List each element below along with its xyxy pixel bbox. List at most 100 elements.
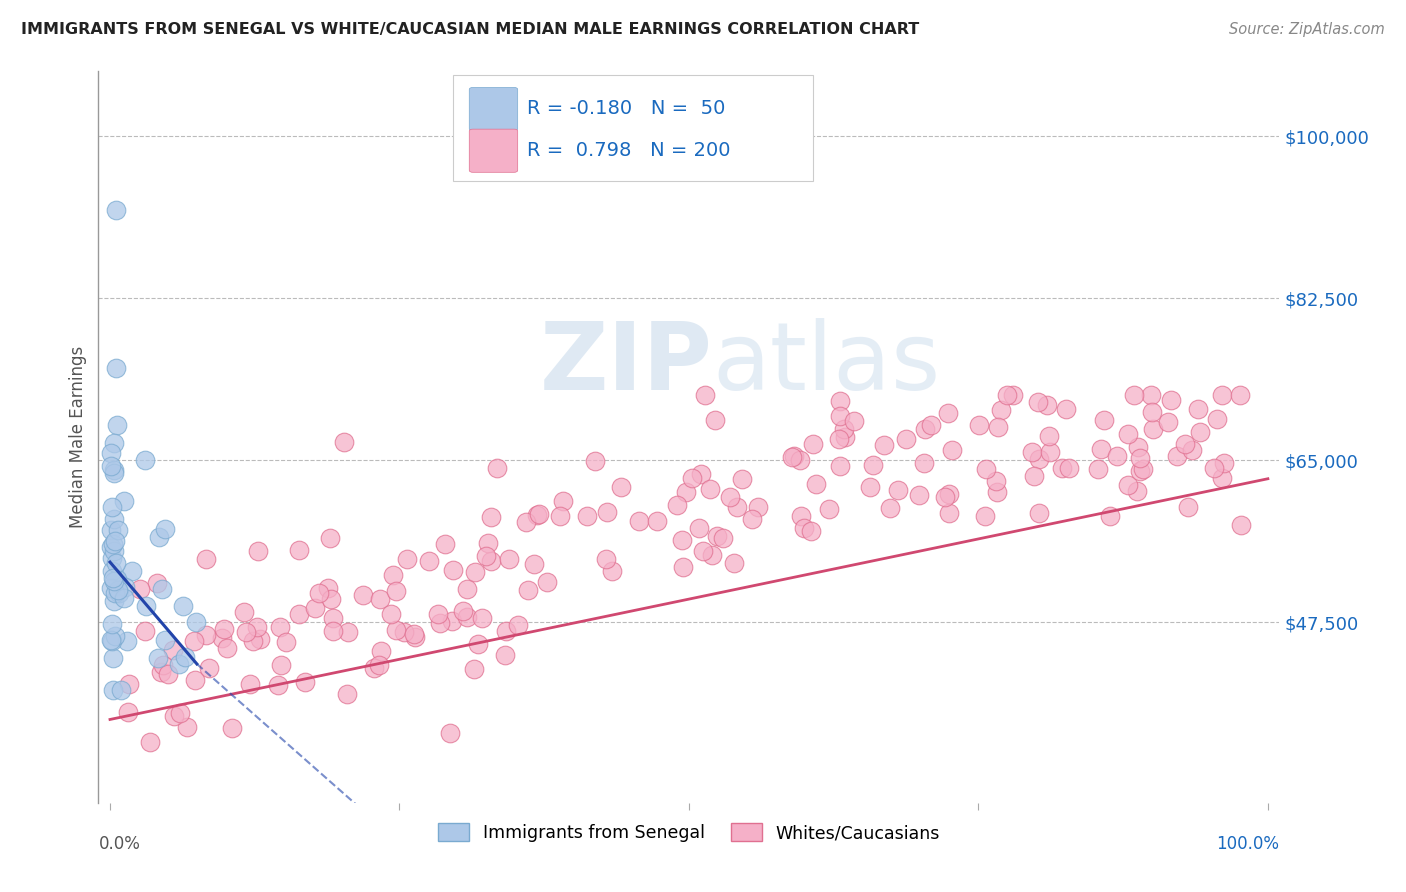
Point	[172, 599, 194, 614]
Point	[595, 551, 617, 566]
Point	[842, 414, 865, 428]
Point	[101, 617, 124, 632]
Point	[433, 536, 456, 550]
Point	[100, 581, 122, 595]
Point	[318, 531, 340, 545]
Point	[1087, 462, 1109, 476]
Point	[441, 614, 464, 628]
Point	[1140, 405, 1163, 419]
Point	[104, 360, 127, 375]
Point	[986, 474, 1008, 488]
Point	[1213, 456, 1236, 470]
Point	[217, 641, 239, 656]
Point	[723, 557, 745, 571]
Point	[1099, 509, 1122, 524]
Point	[801, 436, 824, 450]
Point	[967, 417, 990, 432]
Point	[576, 509, 599, 524]
Point	[101, 564, 124, 578]
Point	[1206, 411, 1229, 425]
Point	[862, 458, 884, 472]
Point	[747, 500, 769, 514]
Point	[184, 615, 207, 629]
Point	[1230, 517, 1253, 532]
Point	[153, 633, 176, 648]
Text: 0.0%: 0.0%	[98, 835, 141, 854]
Point	[148, 530, 170, 544]
Point	[1022, 469, 1045, 483]
Point	[1028, 452, 1050, 467]
Point	[1129, 464, 1152, 478]
Point	[114, 580, 136, 594]
Point	[333, 435, 356, 450]
Point	[121, 564, 143, 578]
Text: atlas: atlas	[713, 318, 941, 410]
Point	[1126, 484, 1149, 499]
Point	[859, 480, 882, 494]
Point	[183, 633, 205, 648]
Point	[211, 631, 233, 645]
Point	[103, 543, 125, 558]
Point	[103, 467, 125, 481]
Point	[914, 422, 936, 436]
Point	[495, 624, 517, 638]
Point	[246, 544, 269, 558]
Point	[1001, 388, 1024, 402]
Point	[672, 559, 695, 574]
Point	[270, 657, 292, 672]
Point	[337, 624, 360, 639]
Point	[380, 607, 402, 622]
Point	[1156, 415, 1178, 429]
Point	[1107, 450, 1129, 464]
Point	[699, 483, 721, 497]
Point	[117, 705, 139, 719]
Point	[700, 548, 723, 562]
Point	[1094, 413, 1116, 427]
Point	[1021, 445, 1043, 459]
Point	[780, 450, 803, 465]
Point	[920, 418, 942, 433]
Point	[100, 445, 122, 459]
Point	[246, 620, 269, 634]
Point	[818, 501, 841, 516]
Point	[912, 456, 935, 470]
Point	[103, 512, 125, 526]
Text: Source: ZipAtlas.com: Source: ZipAtlas.com	[1229, 22, 1385, 37]
Point	[596, 505, 619, 519]
Point	[274, 634, 297, 648]
Point	[879, 500, 901, 515]
Point	[212, 622, 235, 636]
Point	[112, 591, 135, 606]
Point	[167, 657, 190, 671]
Point	[456, 609, 478, 624]
Point	[104, 629, 127, 643]
Point	[149, 665, 172, 680]
Point	[382, 568, 405, 582]
Point	[718, 490, 741, 504]
Point	[1211, 388, 1233, 402]
Point	[153, 522, 176, 536]
Point	[100, 632, 122, 647]
Point	[990, 403, 1012, 417]
Point	[583, 454, 606, 468]
Point	[498, 552, 520, 566]
Point	[242, 634, 264, 648]
Point	[322, 624, 344, 638]
Point	[731, 471, 754, 485]
Point	[233, 605, 256, 619]
Point	[828, 459, 851, 474]
Point	[385, 623, 408, 637]
Point	[471, 610, 494, 624]
Point	[162, 643, 184, 657]
Point	[385, 584, 408, 599]
Point	[938, 487, 960, 501]
Point	[107, 523, 129, 537]
Point	[352, 588, 374, 602]
Point	[526, 508, 548, 522]
Point	[107, 582, 129, 597]
Point	[100, 459, 122, 474]
Point	[184, 673, 207, 687]
Point	[550, 509, 572, 524]
Point	[441, 563, 464, 577]
Point	[1132, 462, 1154, 476]
